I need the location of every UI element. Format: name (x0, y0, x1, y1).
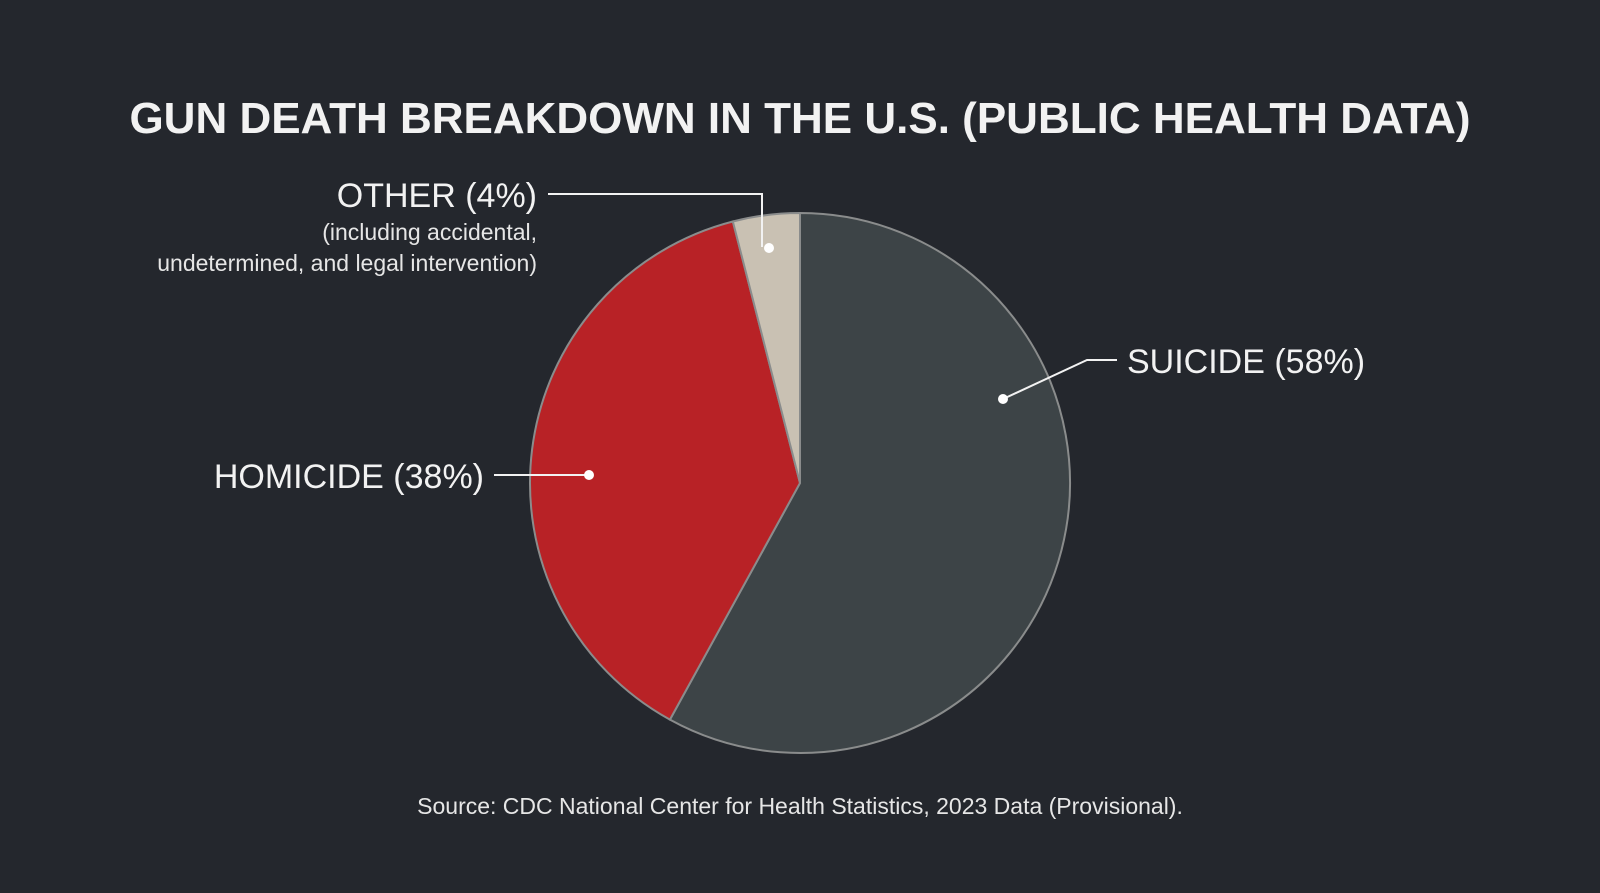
pie-slice-suicide (668, 211, 1071, 754)
chart-title: GUN DEATH BREAKDOWN IN THE U.S. (PUBLIC … (129, 94, 1470, 143)
leader-suicide (1002, 359, 1117, 400)
label-suicide: SUICIDE (58%) (1127, 343, 1365, 381)
pie-slice-homicide (529, 220, 802, 721)
leader-other (548, 193, 763, 247)
label-homicide: HOMICIDE (38%) (214, 458, 484, 496)
marker-suicide (998, 394, 1008, 404)
label-other: OTHER (4%) (337, 177, 537, 215)
pie-slice-other (731, 211, 801, 484)
source-note: Source: CDC National Center for Health S… (417, 793, 1183, 819)
label-other-note-1: (including accidental, (322, 219, 537, 245)
label-other-note-2: undetermined, and legal intervention) (157, 250, 537, 276)
marker-other (764, 243, 774, 253)
marker-homicide (584, 470, 594, 480)
